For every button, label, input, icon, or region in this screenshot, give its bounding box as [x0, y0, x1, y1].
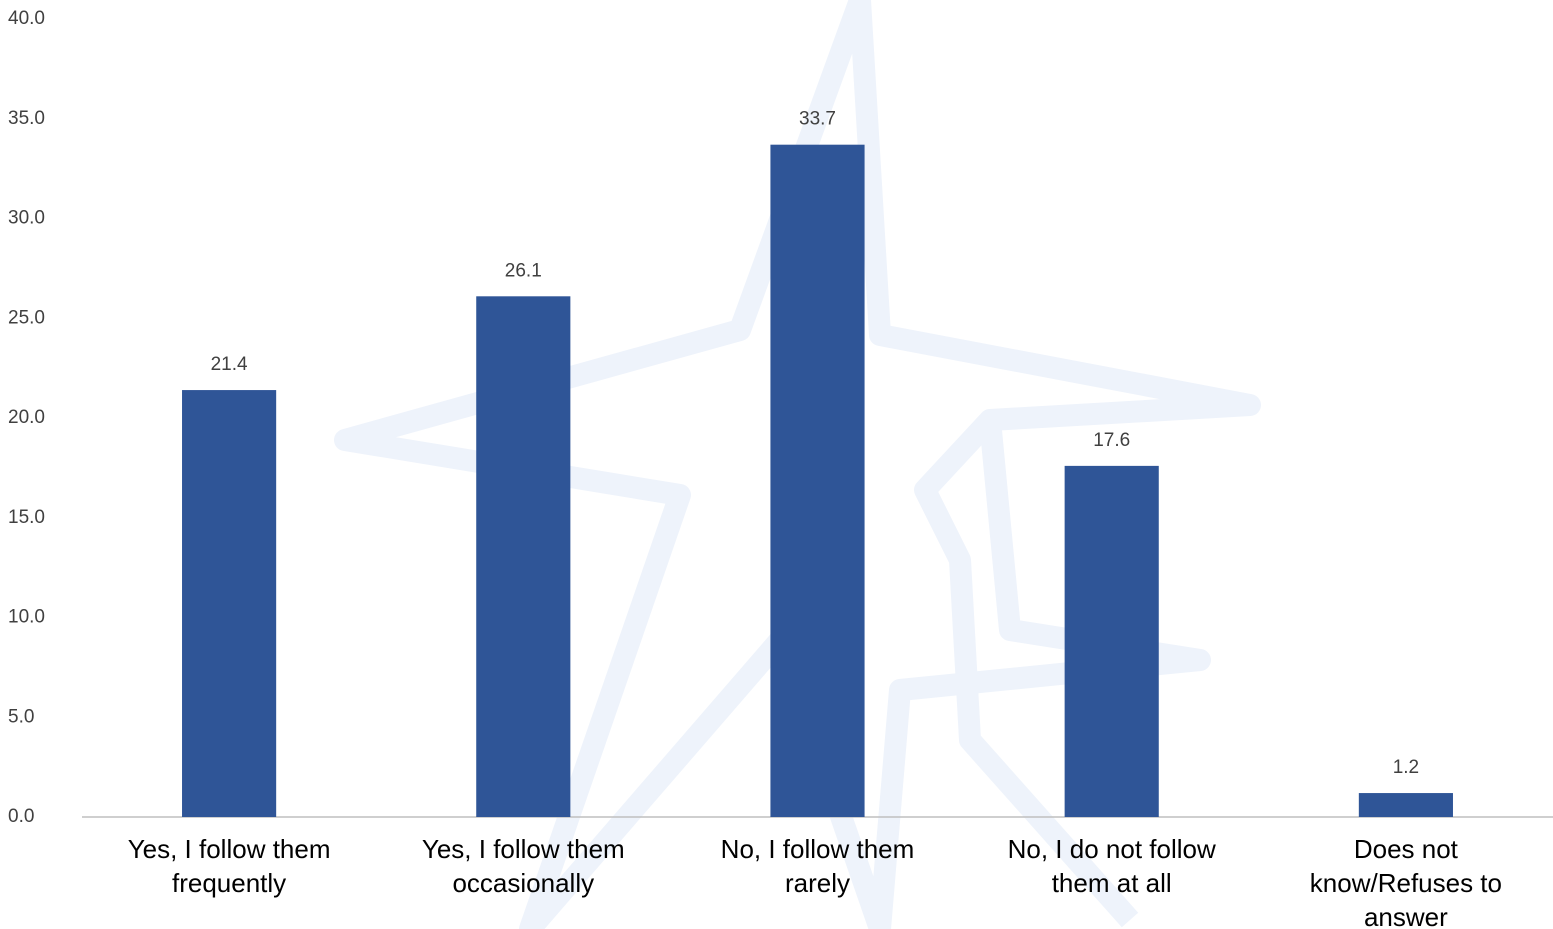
x-tick-label: Yes, I follow them frequently: [127, 834, 331, 898]
y-tick-label: 10.0: [8, 607, 45, 628]
value-label: 17.6: [1093, 430, 1130, 451]
y-tick-label: 40.0: [8, 8, 45, 29]
y-tick-label: 20.0: [8, 407, 45, 428]
bar: [1358, 793, 1453, 817]
x-tick-label: Does not know/Refuses to answer: [1309, 834, 1502, 929]
value-label: 1.2: [1393, 757, 1419, 778]
y-tick-label: 0.0: [8, 806, 34, 827]
x-tick-label: No, I do not follow them at all: [1007, 834, 1216, 898]
value-label: 21.4: [211, 354, 248, 375]
y-tick-label: 30.0: [8, 208, 45, 229]
y-tick-label: 15.0: [8, 507, 45, 528]
bar: [1064, 465, 1159, 817]
bar: [770, 144, 865, 817]
value-label: 26.1: [505, 260, 542, 281]
bar: [476, 296, 571, 817]
bar: [182, 390, 277, 817]
x-tick-label: Yes, I follow them occasionally: [421, 834, 625, 898]
y-tick-label: 5.0: [8, 706, 34, 727]
value-label: 33.7: [799, 109, 836, 130]
y-tick-label: 25.0: [8, 307, 45, 328]
y-tick-label: 35.0: [8, 108, 45, 129]
watermark: [334, 0, 1261, 929]
x-tick-label: No, I follow them rarely: [720, 834, 915, 898]
